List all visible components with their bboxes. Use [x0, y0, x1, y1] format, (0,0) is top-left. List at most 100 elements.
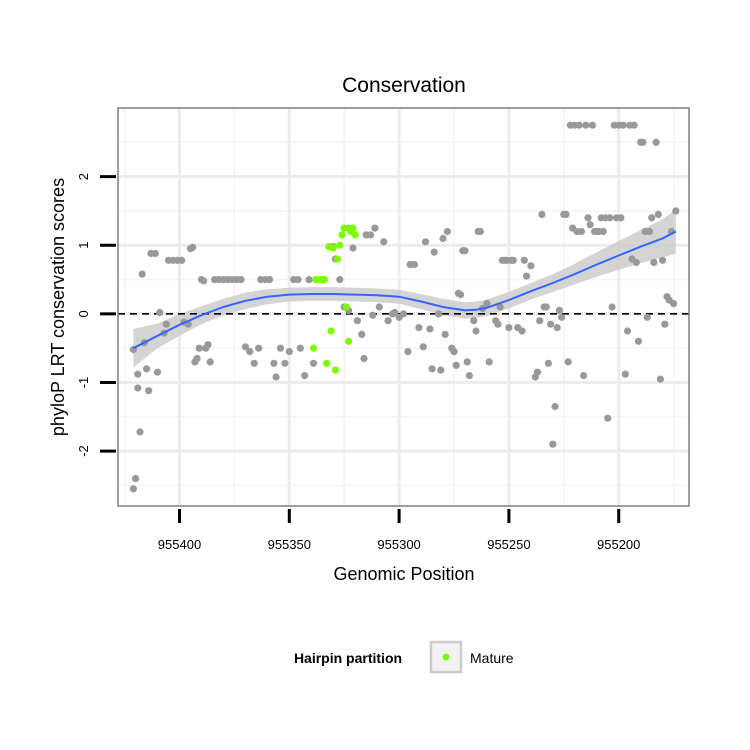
other-point [358, 330, 366, 338]
mature-point [334, 255, 342, 263]
other-point [659, 256, 667, 264]
chart-title: Conservation [342, 74, 466, 97]
other-point [285, 348, 293, 356]
x-tick-label: 955300 [377, 537, 420, 552]
other-point [544, 359, 553, 367]
other-point [630, 121, 638, 129]
other-point [450, 348, 458, 356]
other-point [410, 260, 419, 269]
other-point [156, 308, 164, 317]
other-point [645, 227, 654, 236]
other-point [441, 330, 449, 338]
other-point [654, 210, 662, 218]
other-point [617, 214, 625, 222]
mature-point [323, 359, 331, 367]
x-tick-label: 955200 [597, 537, 640, 552]
other-point [421, 238, 430, 246]
other-point [136, 428, 144, 436]
other-point [632, 258, 640, 266]
other-point [255, 344, 263, 352]
legend-title: Hairpin partition [294, 650, 402, 666]
other-point [309, 359, 318, 367]
other-point [353, 317, 361, 325]
other-point [134, 384, 142, 392]
other-point [586, 221, 594, 229]
other-point [153, 368, 162, 376]
legend-mature-label: Mature [470, 650, 514, 666]
other-point [577, 227, 586, 236]
other-point [237, 276, 245, 284]
mature-point [320, 276, 328, 284]
other-point [496, 303, 504, 311]
y-tick-label: 1 [76, 242, 91, 249]
other-point [452, 361, 460, 369]
other-point [132, 475, 140, 483]
other-point [145, 387, 153, 395]
other-point [606, 214, 614, 222]
other-point [272, 373, 280, 381]
other-point [419, 343, 427, 351]
other-point [399, 310, 408, 318]
other-point [549, 440, 557, 448]
other-point [138, 270, 146, 278]
other-point [470, 317, 478, 325]
x-axis-ticks: 955400 955350 955300 955250 955200 [158, 509, 640, 552]
other-point [518, 327, 526, 335]
other-point [270, 359, 278, 367]
other-point [476, 227, 484, 236]
other-point [558, 313, 566, 321]
plot-panel-border [117, 107, 690, 507]
other-point [246, 348, 254, 356]
other-point [652, 138, 660, 146]
other-point [656, 375, 665, 383]
other-point [380, 238, 388, 246]
other-point [483, 300, 491, 308]
other-point [143, 365, 151, 373]
other-point [538, 210, 546, 218]
x-tick-label: 955250 [487, 537, 530, 552]
other-point [204, 341, 212, 349]
other-point [151, 249, 159, 258]
mature-point [338, 231, 346, 239]
legend: Hairpin partition Mature [294, 640, 514, 674]
other-point [604, 414, 612, 422]
other-point [580, 372, 588, 380]
other-point [536, 317, 544, 325]
other-point [551, 402, 559, 411]
x-tick-label: 955350 [268, 537, 311, 552]
other-point [522, 272, 531, 280]
y-tick-label: -2 [76, 445, 91, 457]
other-point [428, 365, 436, 373]
other-point [305, 276, 313, 284]
other-point [178, 256, 186, 264]
other-point [472, 327, 480, 335]
other-point [584, 214, 592, 222]
other-point [426, 325, 434, 333]
other-point [371, 224, 379, 232]
y-tick-label: -1 [76, 377, 91, 389]
other-point [195, 344, 203, 352]
other-point [443, 227, 451, 236]
other-point [129, 485, 137, 493]
other-point [336, 276, 344, 284]
other-point [435, 310, 443, 318]
other-point [533, 368, 542, 376]
gridlines [118, 108, 689, 506]
other-point [439, 234, 447, 242]
other-point [200, 277, 208, 285]
other-point [430, 248, 438, 256]
y-axis-label: phyloP LRT conservation scores [48, 178, 68, 436]
other-point [619, 121, 627, 129]
other-point [463, 358, 471, 366]
mature-point [336, 241, 344, 249]
other-point [391, 308, 399, 317]
other-point [265, 276, 274, 284]
x-axis-label: Genomic Position [333, 564, 474, 584]
other-point [527, 262, 535, 270]
mature-point [345, 337, 353, 345]
y-tick-label: 2 [76, 173, 91, 180]
other-point [465, 372, 473, 380]
legend-mature-swatch [442, 653, 450, 661]
other-point [367, 231, 375, 239]
